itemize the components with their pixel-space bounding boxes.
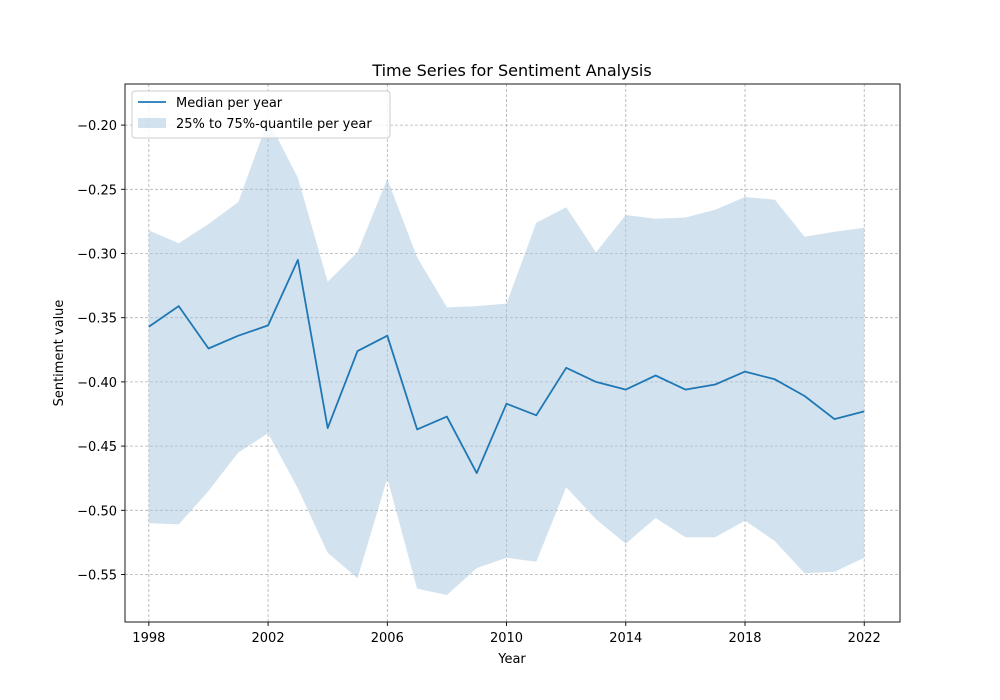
legend-box — [131, 90, 391, 139]
legend-band-swatch — [138, 118, 166, 128]
y-tick-label: −0.45 — [77, 440, 117, 455]
x-tick-label: 2022 — [848, 631, 881, 646]
chart-title: Time Series for Sentiment Analysis — [371, 61, 651, 80]
x-tick-label: 2006 — [371, 631, 404, 646]
x-tick-label: 2002 — [252, 631, 285, 646]
x-tick-label: 1998 — [132, 631, 165, 646]
x-axis: 1998 2002 2006 2010 2014 2018 2022 — [132, 622, 881, 646]
plot-frame — [124, 83, 901, 623]
legend: Median per year 25% to 75%-quantile per … — [131, 90, 391, 139]
y-tick-label: −0.40 — [77, 376, 117, 391]
x-tick-label: 2010 — [490, 631, 523, 646]
x-axis-title: Year — [497, 652, 526, 667]
median-line — [148, 259, 865, 474]
x-tick-label: 2014 — [609, 631, 642, 646]
y-tick-label: −0.30 — [77, 247, 117, 262]
legend-band-label: 25% to 75%-quantile per year — [176, 117, 372, 132]
quantile-band — [148, 120, 865, 595]
y-tick-label: −0.25 — [77, 183, 117, 198]
y-tick-label: −0.55 — [77, 568, 117, 583]
x-tick-label: 2018 — [728, 631, 761, 646]
y-axis: −0.55 −0.50 −0.45 −0.40 −0.35 −0.30 −0.25 −0.20 — [77, 119, 125, 583]
y-tick-label: −0.50 — [77, 504, 117, 519]
legend-median-label: Median per year — [176, 96, 283, 111]
y-axis-title: Sentiment value — [52, 300, 67, 407]
y-tick-label: −0.35 — [77, 312, 117, 327]
y-tick-label: −0.20 — [77, 119, 117, 134]
